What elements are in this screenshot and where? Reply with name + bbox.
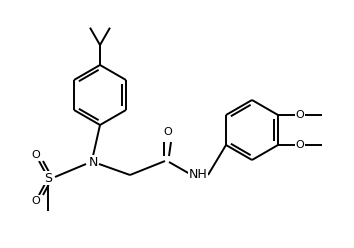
Text: O: O	[32, 150, 40, 160]
Text: O: O	[164, 127, 172, 137]
Text: S: S	[44, 172, 52, 185]
Text: N: N	[88, 155, 98, 168]
Text: NH: NH	[189, 168, 207, 182]
Text: O: O	[296, 140, 304, 150]
Text: O: O	[296, 110, 304, 120]
Text: O: O	[32, 196, 40, 206]
